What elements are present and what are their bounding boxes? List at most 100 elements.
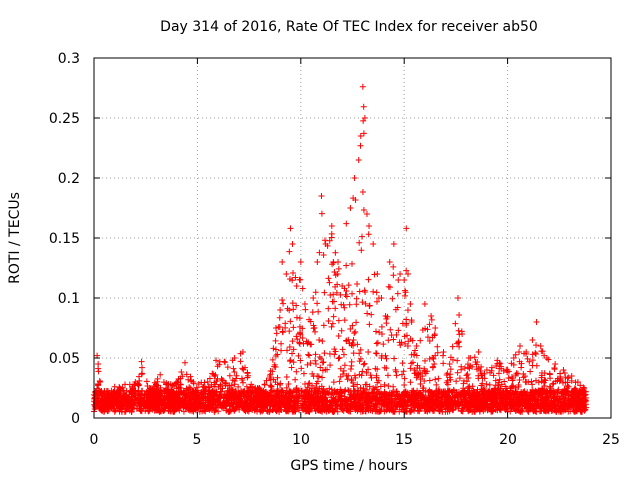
- x-tick-label: 10: [292, 432, 310, 448]
- data-point-peak: [343, 220, 350, 227]
- data-point: [326, 237, 333, 244]
- data-point: [508, 383, 515, 390]
- data-point: [179, 390, 186, 397]
- data-point: [365, 231, 372, 238]
- data-point: [243, 383, 250, 390]
- data-point: [523, 399, 530, 406]
- data-point: [259, 399, 266, 406]
- data-point: [394, 391, 401, 398]
- data-point: [199, 401, 206, 408]
- data-point: [465, 400, 472, 407]
- data-point: [374, 339, 381, 346]
- axes: [93, 57, 612, 419]
- data-point: [442, 396, 449, 403]
- data-point: [428, 316, 435, 323]
- data-point: [330, 259, 337, 266]
- data-point: [319, 338, 326, 345]
- data-point: [421, 378, 428, 385]
- data-point: [403, 267, 410, 274]
- data-point: [484, 400, 491, 407]
- data-point-peak: [266, 373, 273, 379]
- data-point: [349, 379, 356, 386]
- data-point: [474, 358, 481, 365]
- data-point: [253, 398, 260, 405]
- data-point: [321, 406, 328, 413]
- data-point: [463, 378, 470, 385]
- data-point: [431, 361, 438, 368]
- data-point: [332, 305, 339, 312]
- data-point: [356, 401, 363, 408]
- data-point: [332, 283, 339, 290]
- data-point-peak: [181, 359, 188, 366]
- data-point: [345, 387, 352, 394]
- data-point: [558, 389, 565, 396]
- data-point: [516, 358, 523, 365]
- data-point: [272, 352, 279, 359]
- data-point: [295, 391, 302, 398]
- data-point: [401, 381, 408, 388]
- data-point: [446, 374, 453, 381]
- data-point: [141, 391, 148, 398]
- data-point: [240, 366, 247, 373]
- data-point: [235, 400, 242, 407]
- chart-title: Day 314 of 2016, Rate Of TEC Index for r…: [160, 19, 538, 35]
- data-point: [413, 352, 420, 359]
- data-point: [455, 327, 462, 334]
- data-point: [373, 372, 380, 379]
- data-point: [330, 379, 337, 386]
- data-point: [509, 375, 516, 382]
- data-point: [500, 387, 507, 394]
- y-tick-label: 0: [71, 411, 80, 427]
- data-point-peak: [560, 367, 567, 373]
- data-point: [330, 298, 337, 305]
- data-point: [496, 376, 503, 383]
- data-point: [533, 362, 540, 369]
- data-point: [383, 320, 390, 327]
- data-point: [269, 396, 276, 403]
- data-point: [458, 366, 465, 373]
- data-point: [225, 408, 232, 415]
- data-point: [398, 371, 405, 378]
- data-point: [290, 306, 297, 313]
- data-point: [232, 392, 239, 399]
- data-point: [341, 317, 348, 324]
- data-point: [202, 388, 209, 395]
- data-point: [266, 408, 273, 415]
- data-point: [221, 391, 228, 398]
- data-point: [365, 366, 372, 373]
- data-point: [242, 398, 249, 405]
- data-point: [496, 405, 503, 412]
- data-point: [360, 361, 367, 368]
- data-point: [223, 379, 230, 386]
- data-point: [95, 387, 102, 394]
- data-point: [110, 398, 117, 405]
- data-point: [504, 390, 511, 397]
- data-point: [271, 363, 278, 370]
- data-point: [478, 382, 485, 389]
- data-point: [271, 399, 278, 406]
- data-point: [315, 308, 322, 315]
- data-point: [419, 373, 426, 380]
- data-point: [267, 382, 274, 389]
- data-point: [349, 394, 356, 401]
- data-point: [98, 395, 105, 402]
- data-point: [456, 401, 463, 408]
- data-point: [399, 360, 406, 367]
- data-point: [349, 322, 356, 329]
- data-point: [145, 408, 152, 415]
- data-point: [104, 400, 111, 407]
- data-point: [359, 392, 366, 399]
- data-point: [540, 386, 547, 393]
- data-point: [509, 390, 516, 397]
- data-point: [349, 260, 356, 267]
- data-point: [149, 388, 156, 395]
- data-point: [314, 372, 321, 379]
- data-point: [444, 370, 451, 377]
- data-point: [365, 348, 372, 355]
- data-point: [312, 328, 319, 335]
- data-point: [373, 396, 380, 403]
- data-point: [373, 350, 380, 357]
- data-point: [418, 402, 425, 409]
- data-point: [357, 384, 364, 391]
- data-point: [456, 312, 463, 319]
